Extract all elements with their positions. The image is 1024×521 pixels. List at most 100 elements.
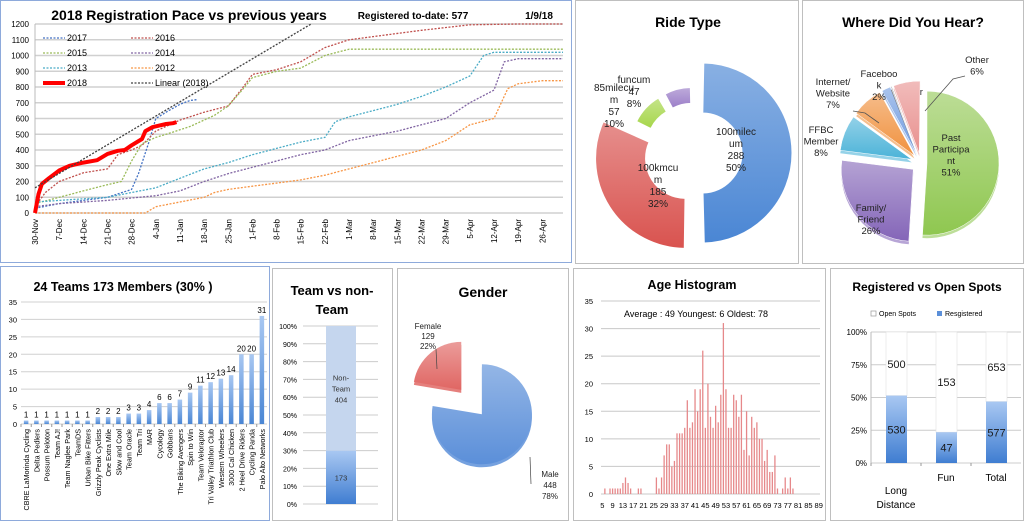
y-tick-label: 0 — [589, 490, 593, 499]
team-vs-nonteam-chart: Team vs non- Team 0% 10% 20% 30% 40% 50% 60% 70% 8… — [279, 283, 378, 509]
age-panel: Age Histogram Average : 49 Youngest: 6 Ol… — [573, 268, 826, 521]
bar — [198, 385, 203, 424]
slice-label: 448 — [543, 481, 557, 490]
legend-label: 2012 — [155, 63, 175, 73]
histogram-bar — [781, 488, 784, 494]
x-tick-label: 29-Mar — [442, 219, 451, 245]
histogram-bar — [722, 323, 725, 494]
segment-label: 530 — [887, 424, 905, 436]
y-tick-label: 25 — [585, 352, 593, 361]
chart-title: 24 Teams 173 Members (30% ) — [33, 280, 212, 294]
legend-label: Open Spots — [879, 311, 916, 318]
histogram-bar — [745, 411, 748, 494]
y-tick-label: 90% — [283, 342, 297, 349]
y-tick-label: 30% — [283, 449, 297, 456]
segment-label: Non- — [333, 373, 350, 382]
bar — [95, 417, 101, 424]
chart-title: Team vs non- — [291, 283, 374, 298]
leader-line — [852, 110, 880, 124]
slice-other — [893, 80, 921, 154]
x-tick-label: 26-Apr — [538, 219, 547, 243]
y-tick-label: 50% — [851, 394, 867, 403]
ride-type-chart: Ride Type100milecum28850%100kmcum18532%8… — [594, 14, 793, 249]
y-tick-label: 500 — [16, 130, 30, 139]
slice-label: Website — [816, 89, 850, 100]
series-line-2017 — [34, 98, 198, 209]
y-tick-label: 0 — [25, 209, 30, 218]
data-label: 1 — [55, 411, 60, 420]
segment-label: 173 — [335, 473, 348, 482]
bar — [44, 420, 49, 424]
histogram-bar — [738, 416, 740, 494]
slice-label: 2% — [872, 92, 886, 103]
x-tick-label: 65 — [753, 501, 761, 510]
histogram-bar — [761, 438, 763, 494]
legend-label: 2013 — [67, 63, 87, 73]
histogram-bar — [766, 449, 768, 494]
y-tick-label: 600 — [16, 115, 30, 124]
slice-label: Member — [804, 137, 839, 148]
slice-label: 57 — [608, 107, 620, 118]
y-tick-label: 0 — [13, 420, 17, 429]
y-tick-label: 5 — [13, 403, 17, 412]
bar — [85, 420, 90, 424]
x-tick-label: 53 — [722, 501, 730, 510]
x-tick-label: CBRE LaMorinda Cycling — [22, 429, 31, 511]
chart-title: Where Did You Hear? — [842, 14, 984, 30]
segment-label: 153 — [937, 377, 955, 389]
x-tick-label: 25 — [650, 501, 658, 510]
date-label: 1/9/18 — [525, 11, 553, 22]
slice-past-participant — [922, 90, 1000, 236]
histogram-bar — [622, 482, 624, 494]
bar — [218, 378, 224, 424]
y-tick-label: 100 — [16, 193, 30, 202]
slice-label: 8% — [627, 99, 642, 110]
x-tick-label: 19-Apr — [514, 219, 523, 243]
x-tick-label: Urban Bike Fitters — [84, 429, 93, 487]
histogram-bar — [774, 455, 776, 494]
y-tick-label: 30 — [585, 325, 593, 334]
bar-segment-registered — [886, 395, 907, 463]
data-label: 13 — [216, 369, 225, 378]
slice-label: 8% — [814, 148, 828, 159]
leader-line — [435, 348, 438, 370]
slice-female — [413, 341, 462, 390]
x-tick-label: 28-Dec — [128, 219, 137, 245]
histogram-bar — [776, 488, 779, 494]
data-label: 9 — [188, 383, 193, 392]
histogram-bar — [627, 482, 629, 494]
segment-label: 577 — [987, 427, 1005, 439]
y-tick-label: 15 — [9, 368, 17, 377]
x-tick-label: 21-Dec — [103, 219, 112, 245]
histogram-bar — [787, 488, 789, 494]
x-tick-label: Gobbans — [166, 429, 175, 459]
segment-label: 653 — [987, 362, 1005, 374]
histogram-bar — [689, 427, 691, 494]
data-label: 12 — [206, 372, 215, 381]
legend-label: 2016 — [155, 33, 175, 43]
slice-label: funcum — [618, 75, 651, 86]
histogram-bar — [660, 477, 663, 494]
x-tick-label: 61 — [742, 501, 750, 510]
histogram-bar — [789, 477, 792, 494]
histogram-bar — [720, 394, 722, 494]
x-tick-label: Tri Valley Triathlon Club — [207, 429, 216, 505]
legend-label: 2017 — [67, 33, 87, 43]
slice-label: Faceboo — [861, 69, 898, 80]
legend-swatch — [870, 310, 877, 317]
x-tick-label: Grizzly Peak Cyclists — [94, 429, 103, 496]
histogram-bar — [717, 422, 719, 494]
slice-label: k — [877, 81, 882, 92]
legend-label: 2014 — [155, 48, 175, 58]
slice-label: 85milecu — [594, 83, 634, 94]
chart-title: Gender — [458, 284, 508, 300]
slice-label: Female — [415, 322, 442, 331]
slice-shadow — [890, 89, 918, 157]
y-tick-label: 400 — [16, 146, 30, 155]
slice-other — [890, 86, 918, 154]
bar — [34, 420, 39, 424]
x-tick-label: 45 — [701, 501, 709, 510]
histogram-bar — [658, 488, 660, 494]
slice-label: 288 — [728, 151, 745, 162]
y-tick-label: 200 — [16, 178, 30, 187]
